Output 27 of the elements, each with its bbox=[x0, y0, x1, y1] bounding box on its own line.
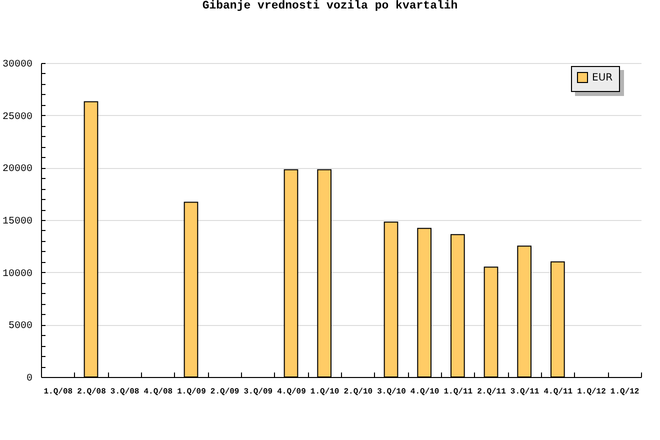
x-tick-label: 1.Q/08 bbox=[44, 388, 73, 396]
x-tick-label: 1.Q/12 bbox=[610, 388, 640, 396]
y-tick-label: 25000 bbox=[2, 112, 32, 123]
y-tick-label: 5000 bbox=[8, 321, 32, 332]
y-tick-label: 10000 bbox=[2, 268, 32, 280]
y-tick-label: 0 bbox=[26, 374, 32, 384]
x-tick-label: 1.Q/11 bbox=[444, 388, 473, 396]
x-tick-label: 2.Q/10 bbox=[344, 388, 373, 396]
x-tick-label: 3.Q/11 bbox=[510, 388, 540, 396]
y-tick-label: 20000 bbox=[2, 164, 32, 176]
x-tick-label: 1.Q/12 bbox=[577, 388, 606, 396]
y-tick-label: 30000 bbox=[2, 60, 32, 70]
x-tick-label: 3.Q/09 bbox=[244, 388, 273, 396]
x-tick-label: 4.Q/09 bbox=[277, 388, 306, 396]
x-tick-label: 2.Q/09 bbox=[210, 388, 240, 396]
y-tick-label: 15000 bbox=[2, 216, 32, 228]
x-tick-label: 1.Q/10 bbox=[310, 388, 340, 396]
chart-title: Gibanje vrednosti vozila po kvartalih bbox=[202, 0, 458, 12]
x-tick-label: 2.Q/08 bbox=[77, 388, 106, 396]
x-tick-label: 4.Q/08 bbox=[144, 388, 173, 396]
x-tick-label: 4.Q/10 bbox=[410, 388, 440, 396]
x-tick-label: 3.Q/08 bbox=[110, 388, 140, 396]
x-tick-label: 1.Q/09 bbox=[177, 388, 206, 396]
x-tick-label: 3.Q/10 bbox=[377, 388, 406, 396]
x-tick-label: 2.Q/11 bbox=[477, 388, 506, 396]
legend-label: EUR bbox=[592, 72, 613, 84]
x-tick-label: 4.Q/11 bbox=[544, 388, 573, 396]
